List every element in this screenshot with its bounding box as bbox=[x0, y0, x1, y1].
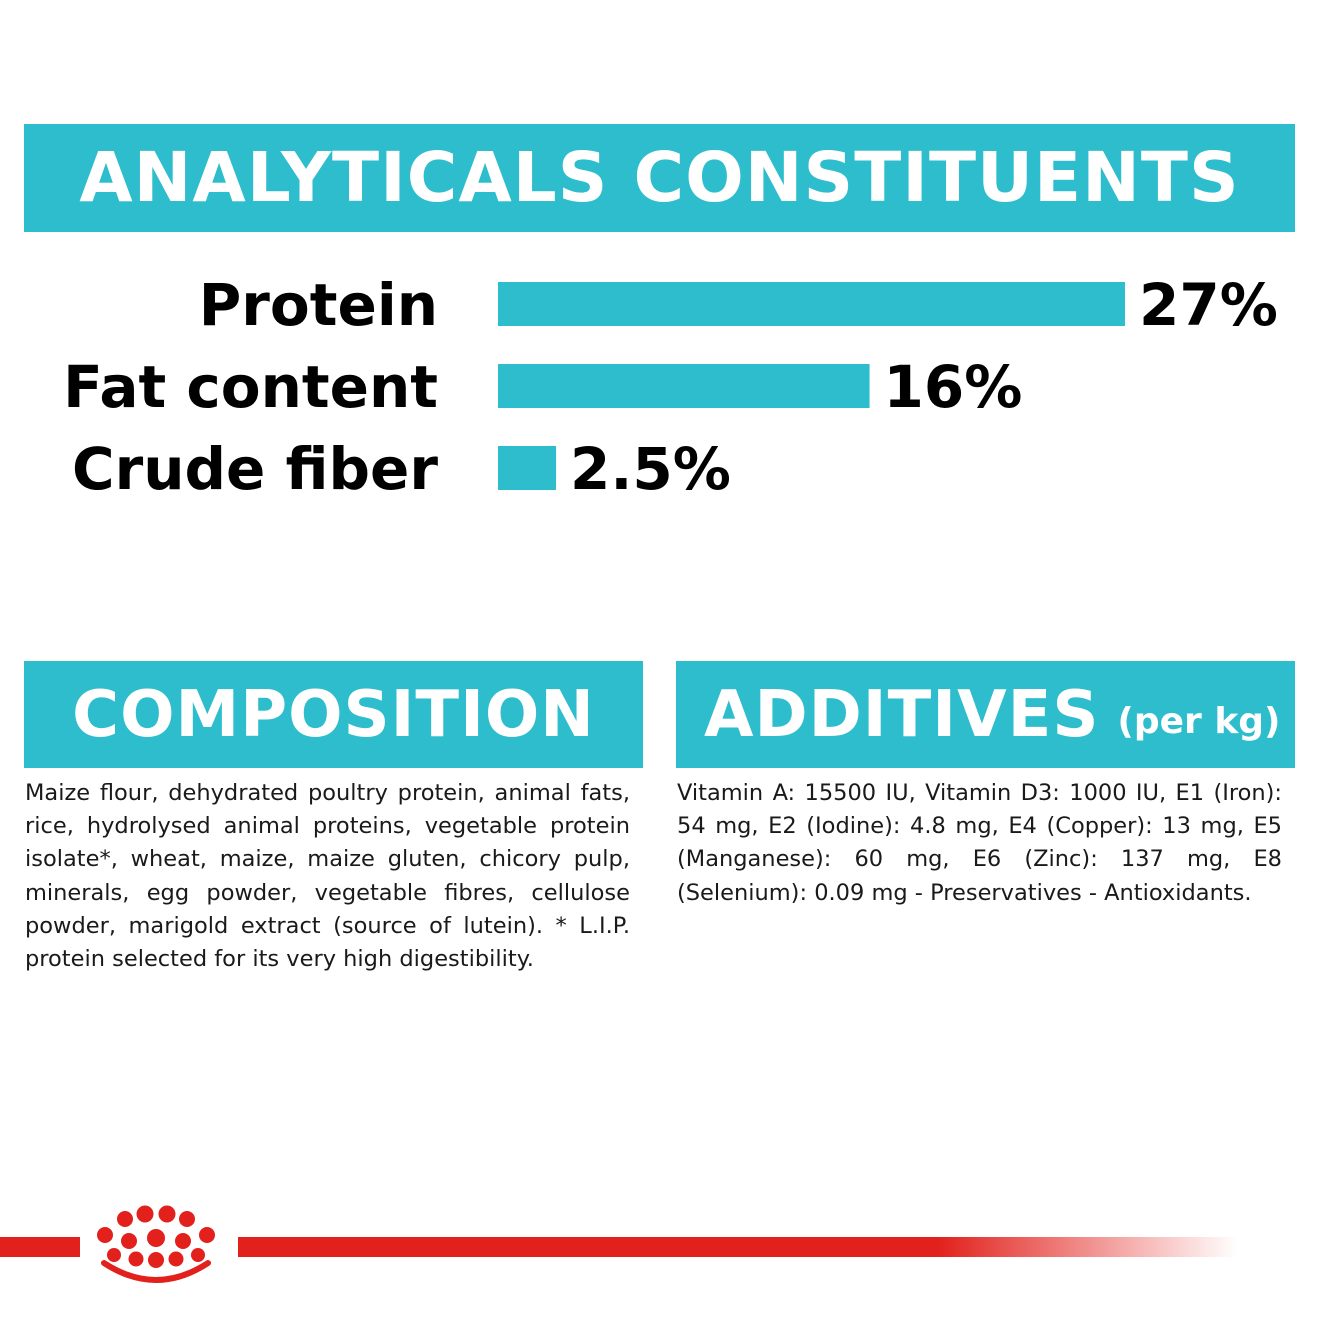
composition-banner: COMPOSITION bbox=[24, 661, 643, 768]
additives-title: ADDITIVES bbox=[704, 677, 1100, 752]
composition-title: COMPOSITION bbox=[72, 677, 595, 752]
analytics-title: ANALYTICALS CONSTITUENTS bbox=[79, 138, 1240, 218]
crown-icon bbox=[97, 1205, 215, 1283]
bar bbox=[498, 446, 557, 490]
bar bbox=[498, 282, 1125, 326]
footer-line-left bbox=[0, 1237, 80, 1257]
additives-text: Vitamin A: 15500 IU, Vitamin D3: 1000 IU… bbox=[677, 780, 1282, 906]
category-label: Protein bbox=[199, 271, 438, 339]
value-label: 27% bbox=[1139, 271, 1278, 339]
composition-text: Maize flour, dehydrated poultry protein,… bbox=[25, 780, 630, 973]
value-label: 2.5% bbox=[570, 435, 731, 503]
additives-unit: (per kg) bbox=[1117, 701, 1281, 742]
constituents-bar-chart: Protein 27% Fat content 16% Crude fiber 2.5% bbox=[63, 271, 1278, 503]
category-label: Crude fiber bbox=[72, 435, 438, 503]
footer-line-right bbox=[238, 1237, 1238, 1257]
bar bbox=[498, 364, 870, 408]
value-label: 16% bbox=[884, 353, 1023, 421]
additives-banner: ADDITIVES (per kg) bbox=[676, 661, 1295, 768]
analytics-banner: ANALYTICALS CONSTITUENTS bbox=[24, 124, 1295, 232]
category-label: Fat content bbox=[63, 353, 438, 421]
